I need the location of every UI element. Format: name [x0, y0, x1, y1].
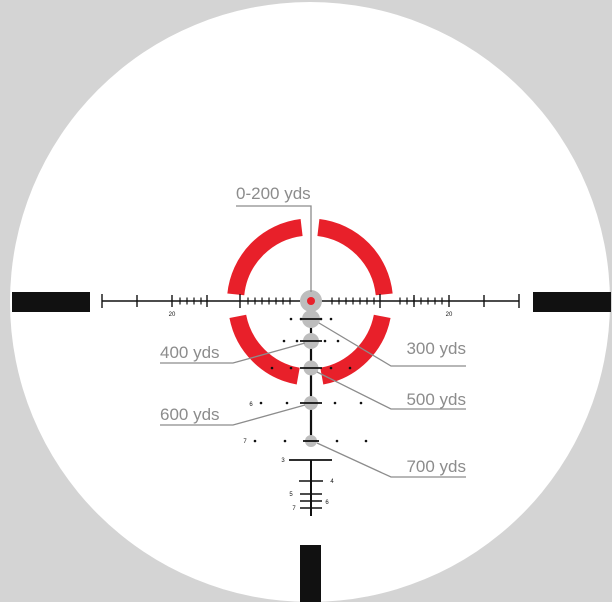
- ring-arc-top-left: [227, 219, 303, 296]
- callout-600: 600 yds: [160, 405, 220, 424]
- leader-zero: [236, 205, 312, 292]
- windage-dot: [329, 317, 333, 321]
- windage-label-6: 6: [249, 402, 253, 408]
- ring-arc-bottom-right: [319, 314, 391, 385]
- windage-dot: [295, 339, 299, 343]
- leader-700: [316, 442, 466, 478]
- leader-600: [160, 404, 306, 426]
- leader-400: [160, 342, 306, 364]
- callout-zero: 0-200 yds: [236, 184, 311, 203]
- windage-dot: [282, 339, 286, 343]
- windage-dot: [270, 366, 274, 370]
- windage-dot: [253, 439, 257, 443]
- callout-300: 300 yds: [406, 339, 466, 358]
- callout-leaders: [160, 205, 466, 478]
- windage-dot: [289, 317, 293, 321]
- windage-dot: [336, 339, 340, 343]
- windage-dot: [319, 317, 323, 321]
- stadia-label-4: 4: [330, 479, 334, 485]
- stadia-label-6: 6: [325, 500, 329, 506]
- windage-dot: [335, 439, 339, 443]
- windage-dot: [333, 401, 337, 405]
- windage-dot: [329, 366, 333, 370]
- right-post: [533, 292, 611, 312]
- hash-label-left: 20: [169, 312, 176, 318]
- center-dot: [307, 297, 315, 305]
- horizontal-hash-ticks: [136, 295, 485, 307]
- holdover-bars: [300, 318, 322, 442]
- windage-dot: [285, 401, 289, 405]
- stadia-label-3: 3: [281, 458, 285, 464]
- callout-400: 400 yds: [160, 343, 220, 362]
- leader-500: [316, 371, 466, 410]
- windage-dot: [283, 439, 287, 443]
- stadia-label-7: 7: [292, 506, 296, 512]
- horizontal-crosshair: [101, 294, 520, 308]
- ring-arc-top-right: [317, 219, 393, 296]
- windage-dot: [299, 317, 303, 321]
- bottom-post: [300, 545, 321, 602]
- left-post: [12, 292, 90, 312]
- windage-dots: [253, 317, 368, 443]
- windage-dot: [348, 366, 352, 370]
- windage-dot: [259, 401, 263, 405]
- windage-dot: [323, 339, 327, 343]
- windage-dot: [289, 366, 293, 370]
- windage-dot: [359, 401, 363, 405]
- leader-300: [318, 322, 466, 367]
- stadia-label-5: 5: [289, 492, 293, 498]
- windage-label-7: 7: [243, 439, 247, 445]
- windage-dot: [364, 439, 368, 443]
- hash-label-right: 20: [446, 312, 453, 318]
- lower-stadia: [289, 459, 332, 516]
- callout-700: 700 yds: [406, 457, 466, 476]
- callout-500: 500 yds: [406, 390, 466, 409]
